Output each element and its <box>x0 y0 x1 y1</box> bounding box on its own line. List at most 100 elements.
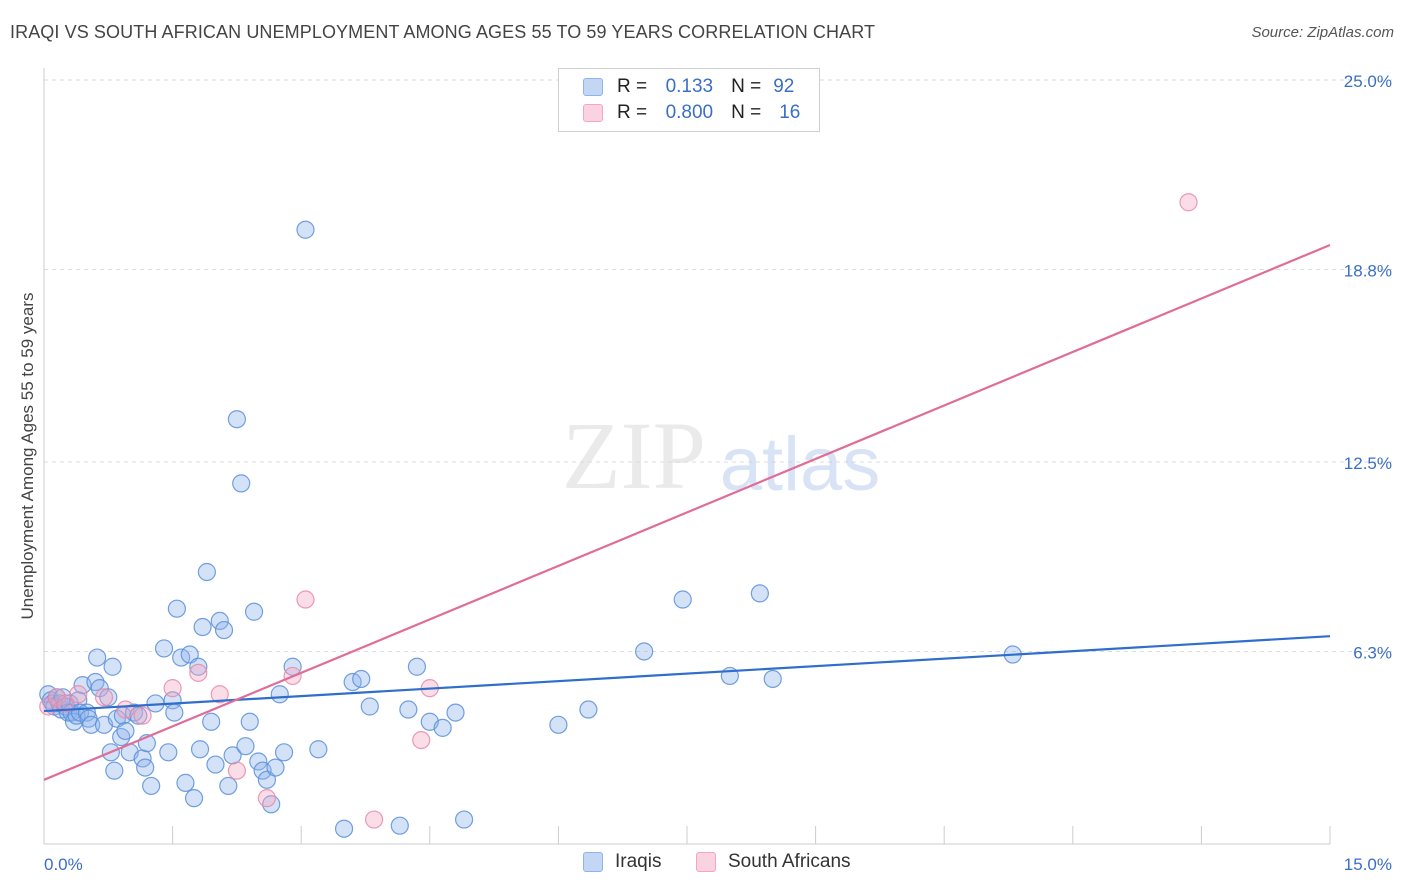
point-iraqis-36 <box>136 758 155 777</box>
stats-row-south-africans: R = 0.800 N = 16 <box>583 100 800 126</box>
point-south-africans-10 <box>227 761 246 780</box>
point-south-africans-5 <box>116 700 135 719</box>
n-value: 16 <box>779 102 801 123</box>
stats-box: R = 0.133 N = 92 R = 0.800 N = 16 <box>558 68 820 132</box>
legend-label-south-africans: South Africans <box>728 851 851 872</box>
point-iraqis-21 <box>88 648 107 667</box>
data-points <box>39 193 1198 838</box>
point-iraqis-19 <box>82 715 101 734</box>
trend-line-south-africans <box>43 244 1331 781</box>
legend: Iraqis South Africans <box>0 851 1406 877</box>
point-iraqis-68 <box>266 758 285 777</box>
point-iraqis-50 <box>190 740 210 759</box>
point-iraqis-55 <box>210 611 229 631</box>
r-value: 0.133 <box>665 76 714 97</box>
x-tick-label-1: 15.0% <box>1344 855 1392 874</box>
watermark-zip: ZIP <box>562 402 706 509</box>
n-value: 92 <box>773 76 795 97</box>
point-south-africans-2 <box>56 694 75 713</box>
point-iraqis-64 <box>249 752 268 771</box>
point-iraqis-79 <box>399 700 418 719</box>
point-south-africans-14 <box>364 810 384 829</box>
point-iraqis-87 <box>635 642 654 661</box>
swatch-south-africans-icon <box>583 104 603 122</box>
legend-item-south-africans[interactable]: South Africans <box>696 851 851 873</box>
r-value: 0.800 <box>665 102 714 123</box>
r-label: R = <box>617 102 648 123</box>
legend-swatch-south-africans-icon <box>696 852 716 872</box>
point-south-africans-6 <box>133 706 152 725</box>
point-iraqis-70 <box>274 743 294 762</box>
point-iraqis-40 <box>154 639 174 658</box>
point-iraqis-51 <box>193 617 212 637</box>
point-iraqis-31 <box>116 721 135 741</box>
point-iraqis-59 <box>227 410 246 429</box>
point-iraqis-88 <box>673 590 692 609</box>
grid-lines <box>44 79 1392 652</box>
y-tick-label-2: 18.8% <box>1344 261 1392 280</box>
point-iraqis-63 <box>244 602 264 621</box>
point-south-africans-15 <box>412 730 431 750</box>
point-south-africans-4 <box>94 688 114 707</box>
swatch-iraqis-icon <box>583 78 603 96</box>
legend-swatch-iraqis-icon <box>583 852 603 872</box>
point-iraqis-43 <box>165 703 184 722</box>
trend-line-iraqis <box>43 635 1331 713</box>
point-iraqis-77 <box>360 697 379 716</box>
n-label: N = <box>731 76 762 97</box>
point-iraqis-54 <box>206 755 225 774</box>
point-iraqis-76 <box>352 669 371 689</box>
point-iraqis-69 <box>270 685 289 704</box>
point-iraqis-85 <box>549 715 568 734</box>
point-iraqis-41 <box>159 743 178 762</box>
point-south-africans-13 <box>296 590 315 609</box>
point-south-africans-11 <box>257 789 277 808</box>
r-label: R = <box>617 76 648 97</box>
point-iraqis-53 <box>202 712 221 731</box>
point-iraqis-52 <box>197 562 216 582</box>
chart-title: IRAQI VS SOUTH AFRICAN UNEMPLOYMENT AMON… <box>10 22 876 42</box>
y-tick-label-1: 12.5% <box>1344 454 1392 473</box>
point-iraqis-48 <box>184 789 204 808</box>
x-tick-label-0: 0.0% <box>44 855 83 874</box>
n-label: N = <box>731 102 762 123</box>
stats-row-iraqis: R = 0.133 N = 92 <box>583 74 794 100</box>
axes <box>43 68 1331 845</box>
point-iraqis-84 <box>454 810 474 829</box>
point-iraqis-83 <box>446 703 465 722</box>
point-iraqis-44 <box>167 599 186 618</box>
point-iraqis-78 <box>390 816 409 835</box>
point-iraqis-56 <box>214 620 234 640</box>
point-iraqis-60 <box>232 474 251 493</box>
y-tick-label-0: 6.3% <box>1353 643 1392 662</box>
point-iraqis-38 <box>142 776 161 796</box>
point-south-africans-7 <box>163 679 182 698</box>
y-axis-title: Unemployment Among Ages 55 to 59 years <box>18 292 37 620</box>
point-iraqis-72 <box>296 220 315 239</box>
point-south-africans-8 <box>189 663 208 682</box>
point-iraqis-49 <box>189 657 208 676</box>
legend-item-iraqis[interactable]: Iraqis <box>583 851 661 873</box>
source-credit: Source: ZipAtlas.com <box>1251 24 1394 41</box>
point-iraqis-73 <box>309 740 328 759</box>
point-south-africans-9 <box>210 685 229 704</box>
point-iraqis-74 <box>334 819 354 838</box>
tick-labels: 6.3% 12.5% 18.8% 25.0% 0.0% 15.0% <box>44 72 1392 874</box>
point-south-africans-17 <box>1179 193 1198 212</box>
point-iraqis-62 <box>240 712 259 731</box>
watermark: ZIP atlas <box>562 402 880 509</box>
point-iraqis-26 <box>103 657 122 676</box>
y-tick-label-3: 25.0% <box>1344 72 1392 91</box>
point-iraqis-91 <box>763 669 782 689</box>
point-iraqis-82 <box>433 718 452 737</box>
point-iraqis-80 <box>407 657 427 676</box>
point-iraqis-46 <box>176 773 195 792</box>
legend-label-iraqis: Iraqis <box>615 851 662 872</box>
trend-lines <box>43 244 1331 781</box>
point-iraqis-24 <box>99 688 118 707</box>
point-iraqis-27 <box>105 761 124 780</box>
point-south-africans-3 <box>69 685 88 704</box>
point-iraqis-57 <box>219 776 238 796</box>
point-iraqis-86 <box>579 700 598 719</box>
